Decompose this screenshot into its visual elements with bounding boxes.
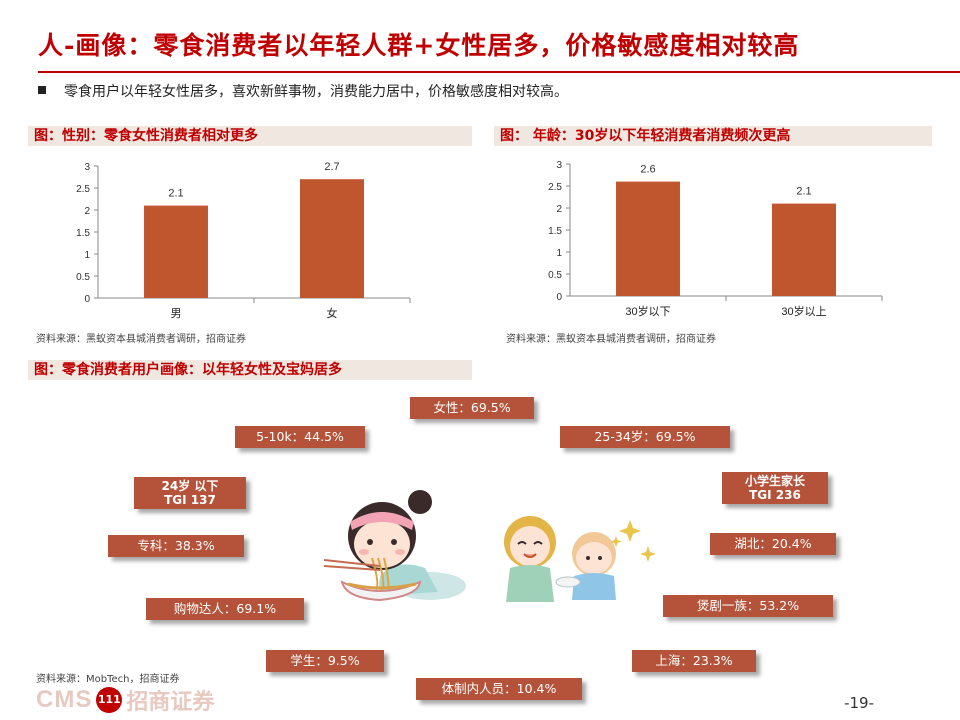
y-tick-label: 2.5 xyxy=(548,182,562,193)
age-bar-chart: 0 0.5 1 1.5 2 2.5 3 2.6 30岁以下 2.1 30岁以上 xyxy=(548,160,883,318)
logo-emblem-icon: 111 xyxy=(96,687,123,713)
tag-female: 女性：69.5% xyxy=(410,397,534,419)
x-tick-label: 女 xyxy=(327,306,338,320)
company-logo: CMS 111 招商证券 xyxy=(36,684,214,716)
tag-college: 专科：38.3% xyxy=(108,535,244,557)
y-tick-label: 3 xyxy=(556,160,562,171)
bar-1 xyxy=(300,179,364,298)
summary-text: 零食用户以年轻女性居多，喜欢新鲜事物，消费能力居中，价格敏感度相对较高。 xyxy=(64,84,568,100)
page-title: 人-画像：零食消费者以年轻人群+女性居多，价格敏感度相对较高 xyxy=(38,31,800,60)
bar-1 xyxy=(772,203,836,296)
persona-source: 资料来源：MobTech，招商证券 xyxy=(36,674,180,685)
x-tick-label: 30岁以下 xyxy=(625,304,670,318)
y-tick-label: 2 xyxy=(556,204,562,215)
y-tick-label: 0 xyxy=(556,292,562,303)
tag-staff: 体制内人员：10.4% xyxy=(416,678,582,700)
data-label: 2.1 xyxy=(168,188,183,200)
y-tick-label: 3 xyxy=(84,162,90,173)
gender-chart-heading: 图：性别：零食女性消费者相对更多 xyxy=(28,126,472,146)
logo-cms-text: CMS xyxy=(36,686,93,713)
y-tick-label: 2 xyxy=(84,206,90,217)
mother-child-illustration xyxy=(504,516,656,602)
persona-heading: 图：零食消费者用户画像：以年轻女性及宝妈居多 xyxy=(28,360,472,380)
tag-under-24: 24岁 以下 TGI 137 xyxy=(134,477,246,509)
y-tick-label: 0 xyxy=(84,294,90,305)
tag-under-24-label: 24岁 以下 xyxy=(161,479,219,493)
tag-student: 学生：9.5% xyxy=(266,650,384,672)
tag-hubei: 湖北：20.4% xyxy=(710,533,836,555)
summary-bullet: 零食用户以年轻女性居多，喜欢新鲜事物，消费能力居中，价格敏感度相对较高。 xyxy=(38,81,568,101)
y-tick-label: 1.5 xyxy=(548,226,562,237)
x-tick-label: 男 xyxy=(171,308,182,320)
girl-eating-noodles-illustration xyxy=(323,490,466,602)
tag-drama: 煲剧一族：53.2% xyxy=(663,595,833,617)
data-label: 2.1 xyxy=(796,186,811,198)
tag-age-25-34: 25-34岁：69.5% xyxy=(560,426,730,448)
y-tick-label: 0.5 xyxy=(548,270,562,281)
y-tick-label: 1.5 xyxy=(76,228,90,239)
gender-bar-chart: 0 0.5 1 1.5 2 2.5 3 2.1 男 2.7 女 xyxy=(76,161,411,320)
logo-chinese-name: 招商证券 xyxy=(126,689,215,715)
title-divider xyxy=(38,71,960,73)
gender-chart: 0 0.5 1 1.5 2 2.5 3 2.1 男 2.7 女 xyxy=(60,152,430,326)
square-bullet-icon xyxy=(38,86,46,94)
y-tick-label: 2.5 xyxy=(76,184,90,195)
tag-shopper: 购物达人：69.1% xyxy=(146,598,304,620)
tag-parent-tgi: TGI 236 xyxy=(749,488,801,502)
page-number: -19- xyxy=(844,694,874,712)
data-label: 2.7 xyxy=(324,161,339,173)
tag-shanghai: 上海：23.3% xyxy=(632,650,756,672)
y-tick-label: 0.5 xyxy=(76,272,90,283)
gender-source: 资料来源：黑蚁资本县城消费者调研，招商证券 xyxy=(36,334,246,345)
age-chart: 0 0.5 1 1.5 2 2.5 3 2.6 30岁以下 2.1 30岁以上 xyxy=(532,150,902,324)
age-source: 资料来源：黑蚁资本县城消费者调研，招商证券 xyxy=(506,334,716,345)
y-tick-label: 1 xyxy=(84,250,90,261)
age-chart-heading: 图： 年龄：30岁以下年轻消费者消费频次更高 xyxy=(494,126,932,146)
bar-0 xyxy=(616,181,680,296)
y-tick-label: 1 xyxy=(556,248,562,259)
tag-income: 5-10k：44.5% xyxy=(235,426,365,448)
tag-parent-label: 小学生家长 xyxy=(744,474,805,488)
x-tick-label: 30岁以上 xyxy=(781,304,826,318)
bar-0 xyxy=(144,205,208,298)
data-label: 2.6 xyxy=(640,164,655,176)
tag-under-24-tgi: TGI 137 xyxy=(164,493,216,507)
tag-parent: 小学生家长 TGI 236 xyxy=(722,472,828,504)
